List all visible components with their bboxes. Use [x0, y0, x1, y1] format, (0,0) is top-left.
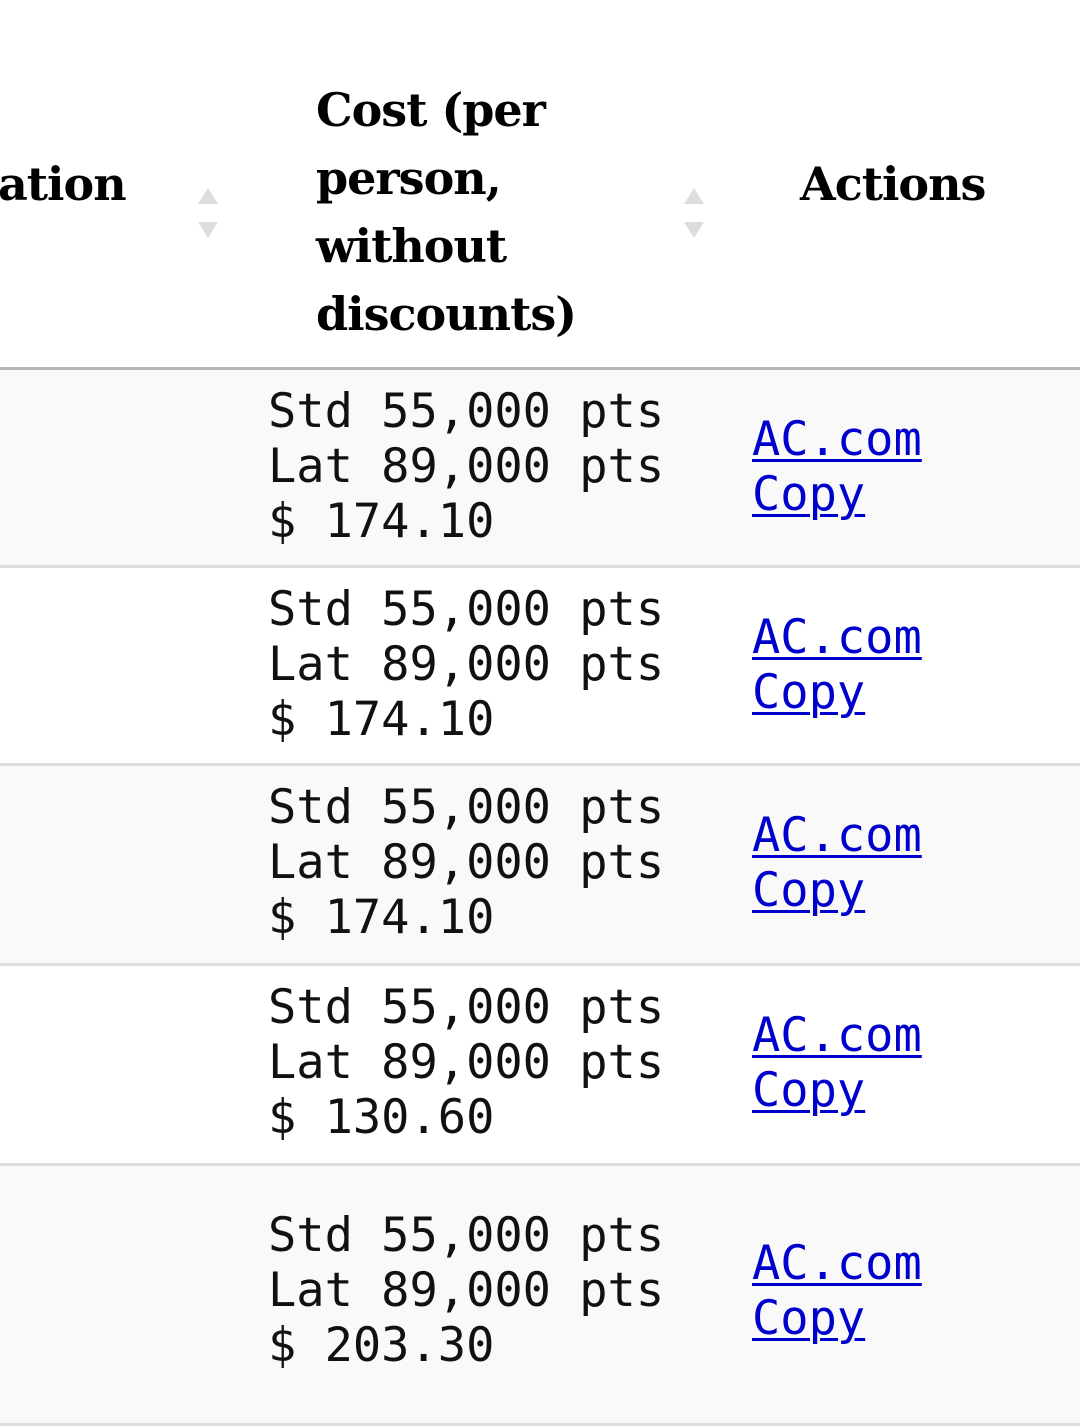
copy-link[interactable]: Copy: [752, 467, 866, 522]
latitude-points: Lat 89,000 pts: [268, 835, 665, 890]
standard-points: Std 55,000 pts: [268, 780, 665, 835]
ac-com-link[interactable]: AC.com: [752, 610, 922, 665]
cash-cost: $ 130.60: [268, 1090, 495, 1145]
cash-cost: $ 174.10: [268, 692, 495, 747]
cost-cell: Std 55,000 pts Lat 89,000 pts $ 130.60: [268, 980, 728, 1145]
copy-link[interactable]: Copy: [752, 1063, 866, 1118]
copy-link[interactable]: Copy: [752, 863, 866, 918]
cost-cell: Std 55,000 pts Lat 89,000 pts $ 174.10: [268, 780, 728, 945]
ac-com-link[interactable]: AC.com: [752, 808, 922, 863]
table-row: Std 55,000 pts Lat 89,000 pts $ 174.10 AC.c…: [0, 568, 1080, 766]
cash-cost: $ 174.10: [268, 890, 495, 945]
latitude-points: Lat 89,000 pts: [268, 637, 665, 692]
latitude-points: Lat 89,000 pts: [268, 439, 665, 494]
copy-link[interactable]: Copy: [752, 665, 866, 720]
copy-link[interactable]: Copy: [752, 1291, 866, 1346]
actions-cell: AC.com Copy: [752, 1008, 1072, 1118]
cash-cost: $ 174.10: [268, 494, 495, 549]
standard-points: Std 55,000 pts: [268, 1208, 665, 1263]
standard-points: Std 55,000 pts: [268, 980, 665, 1035]
actions-cell: AC.com Copy: [752, 610, 1072, 720]
cost-cell: Std 55,000 pts Lat 89,000 pts $ 203.30: [268, 1208, 728, 1373]
column-header-partial[interactable]: ation: [0, 157, 127, 211]
actions-cell: AC.com Copy: [752, 808, 1072, 918]
ac-com-link[interactable]: AC.com: [752, 412, 922, 467]
table-row: Std 55,000 pts Lat 89,000 pts $ 203.30 AC.c…: [0, 1166, 1080, 1426]
cost-cell: Std 55,000 pts Lat 89,000 pts $ 174.10: [268, 582, 728, 747]
table-row: Std 55,000 pts Lat 89,000 pts $ 130.60 AC.c…: [0, 966, 1080, 1166]
column-header-cost[interactable]: Cost (per person, without discounts): [316, 83, 577, 341]
table-row: Std 55,000 pts Lat 89,000 pts $ 174.10 AC.c…: [0, 766, 1080, 966]
table-row: Std 55,000 pts Lat 89,000 pts $ 174.10 AC.c…: [0, 370, 1080, 568]
ac-com-link[interactable]: AC.com: [752, 1008, 922, 1063]
latitude-points: Lat 89,000 pts: [268, 1263, 665, 1318]
cash-cost: $ 203.30: [268, 1318, 495, 1373]
actions-cell: AC.com Copy: [752, 1236, 1072, 1346]
sort-icon[interactable]: [684, 188, 704, 238]
latitude-points: Lat 89,000 pts: [268, 1035, 665, 1090]
standard-points: Std 55,000 pts: [268, 384, 665, 439]
ac-com-link[interactable]: AC.com: [752, 1236, 922, 1291]
column-header-actions: Actions: [800, 157, 986, 211]
table-header: ation Cost (per person, without discount…: [0, 0, 1080, 370]
sort-icon[interactable]: [198, 188, 218, 238]
standard-points: Std 55,000 pts: [268, 582, 665, 637]
cost-cell: Std 55,000 pts Lat 89,000 pts $ 174.10: [268, 384, 728, 549]
actions-cell: AC.com Copy: [752, 412, 1072, 522]
